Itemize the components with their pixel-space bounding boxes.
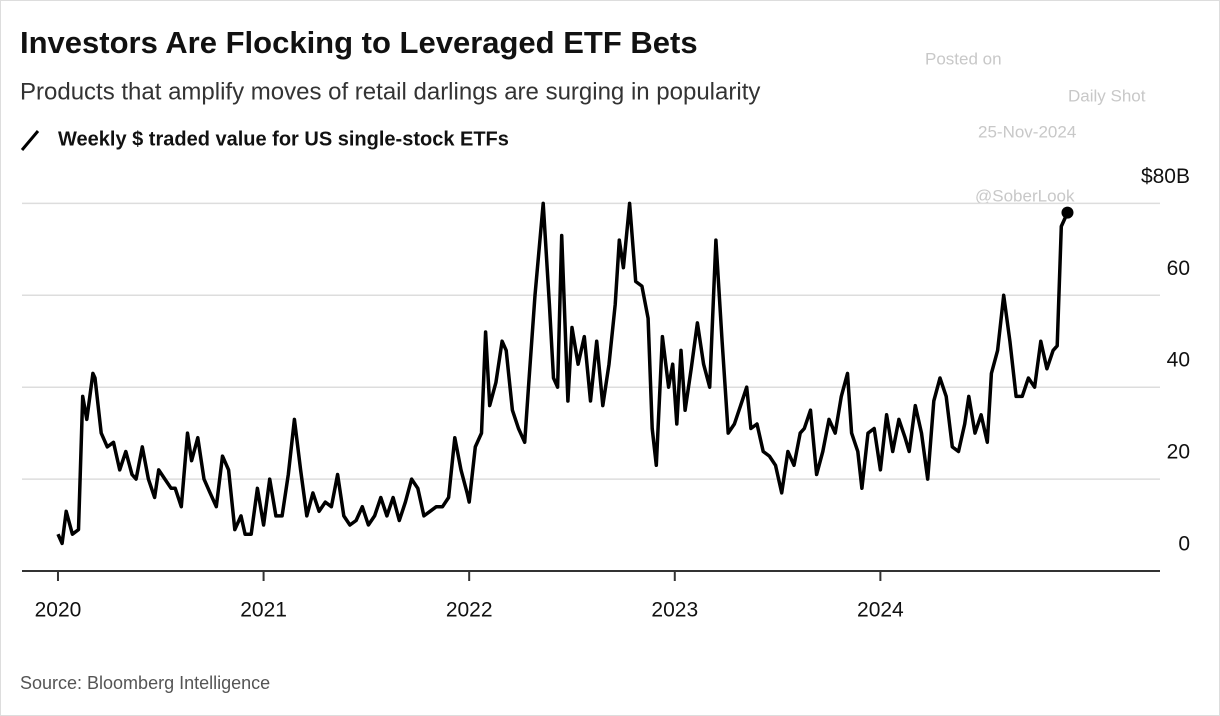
watermark: 25-Nov-2024 [978,122,1076,141]
end-dot [1061,206,1074,219]
y-tick-label: 60 [1167,257,1190,280]
chart-title: Investors Are Flocking to Leveraged ETF … [20,25,698,60]
legend-label: Weekly $ traded value for US single-stoc… [58,128,509,150]
watermark: Daily Shot [1068,86,1146,105]
x-tick-label: 2023 [651,599,698,622]
chart-subtitle: Products that amplify moves of retail da… [20,78,760,105]
x-tick-label: 2022 [446,599,493,622]
watermark: Posted on [925,49,1002,68]
y-tick-label: 20 [1167,441,1190,464]
y-tick-label: $80B [1141,165,1190,188]
y-tick-label: 0 [1178,533,1190,556]
watermark: @SoberLook [975,186,1075,205]
x-tick-label: 2021 [240,599,287,622]
x-tick-label: 2020 [35,599,82,622]
data-line [56,201,1070,546]
y-tick-label: 40 [1167,349,1190,372]
legend-swatch [20,130,40,151]
x-tick-label: 2024 [857,599,904,622]
source: Source: Bloomberg Intelligence [20,673,270,693]
